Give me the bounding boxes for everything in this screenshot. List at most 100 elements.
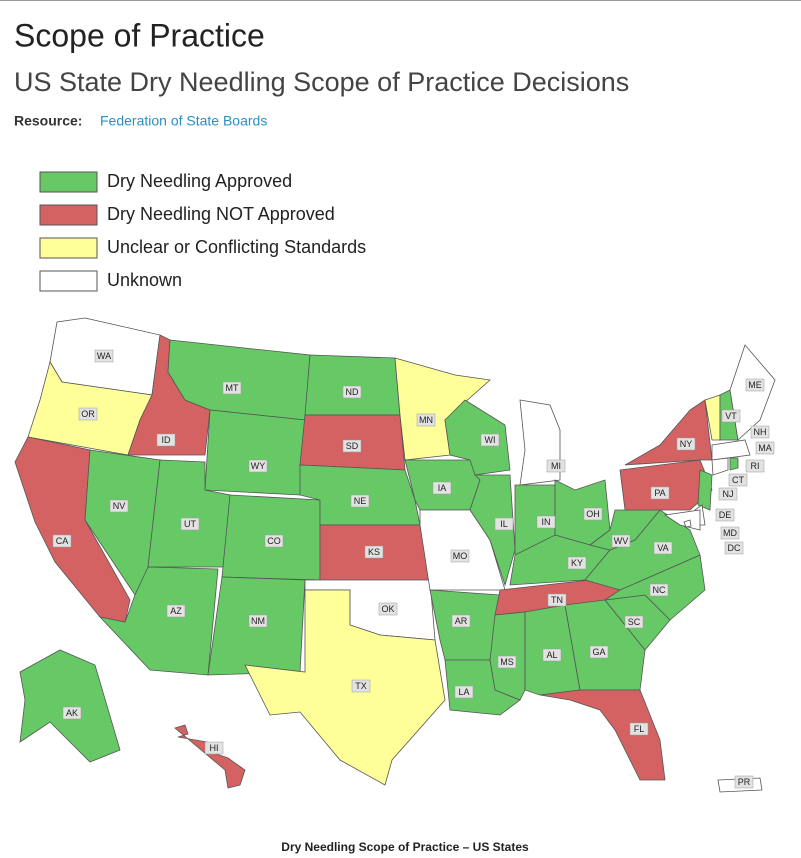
state-label: DE — [719, 510, 732, 520]
state — [729, 344, 776, 441]
state-label-chip — [653, 541, 673, 555]
state-label-chip — [718, 487, 738, 501]
state — [624, 399, 713, 466]
state-label-chip — [750, 425, 770, 439]
state-label: FL — [634, 724, 645, 734]
state-label-chip — [166, 604, 186, 618]
state-label: AL — [546, 650, 557, 660]
state — [697, 469, 713, 511]
state — [19, 649, 121, 763]
legend-label: Unknown — [107, 270, 182, 290]
state-label-chip — [351, 679, 371, 693]
state-label-chip — [204, 741, 224, 755]
state-label-chip — [342, 439, 362, 453]
state-label: VT — [725, 411, 737, 421]
state-label-chip — [52, 534, 72, 548]
state-label-chip — [546, 459, 566, 473]
state-label: UT — [184, 519, 196, 529]
state-label-chip — [583, 507, 603, 521]
state-label: NY — [680, 439, 693, 449]
state-label: TX — [355, 681, 367, 691]
state-label-chip — [567, 556, 587, 570]
state-label: PA — [654, 488, 665, 498]
state-label-chip — [156, 433, 176, 447]
state-label-chip — [650, 486, 670, 500]
legend-swatch — [39, 171, 98, 193]
state — [564, 599, 646, 691]
state-label: ID — [162, 435, 172, 445]
state-label: NH — [754, 427, 767, 437]
state — [204, 409, 306, 496]
state-label: LA — [458, 687, 469, 697]
state-label: IN — [542, 517, 551, 527]
state-label-chip — [451, 614, 471, 628]
state-label-chip — [629, 722, 649, 736]
legend-label: Dry Needling Approved — [107, 171, 292, 191]
state-label: ME — [748, 380, 762, 390]
state-label-chip — [62, 706, 82, 720]
state — [304, 354, 401, 416]
legend-label: Dry Needling NOT Approved — [107, 204, 335, 224]
state-label: VA — [657, 543, 668, 553]
state-label-chip — [454, 685, 474, 699]
state-label: SD — [346, 441, 359, 451]
state — [244, 589, 446, 786]
state-label-chip — [378, 602, 398, 616]
state-label: RI — [751, 461, 760, 471]
state-label: AK — [66, 708, 78, 718]
state-label-chip — [720, 526, 740, 540]
state-label-chip — [109, 499, 129, 513]
state-label-chip — [589, 645, 609, 659]
state — [711, 439, 751, 461]
legend-swatch — [39, 237, 98, 259]
state-label-chip — [721, 409, 741, 423]
state-label: MN — [419, 415, 433, 425]
state-label-chip — [728, 473, 748, 487]
state-label-chip — [542, 648, 562, 662]
state-label: ND — [346, 387, 359, 397]
state-label-chip — [494, 517, 514, 531]
state-label: AZ — [170, 606, 182, 616]
map: WA OR ID MT WY CA NV UT AZ CO NM ND SD NE KS OK TX MN IA MO… — [14, 317, 776, 793]
state-label-chip — [547, 593, 567, 607]
state — [711, 457, 729, 476]
state-label-chip — [78, 407, 98, 421]
state-label: IA — [438, 483, 447, 493]
state-label: WI — [485, 435, 496, 445]
state-label: IL — [500, 519, 508, 529]
state-label-chip — [734, 775, 754, 789]
legend-swatch — [39, 204, 98, 226]
state-label-chip — [480, 433, 500, 447]
state-label-chip — [724, 541, 744, 555]
state-label-chip — [180, 517, 200, 531]
state-label: WY — [251, 461, 266, 471]
state-label: PR — [738, 777, 751, 787]
state — [98, 566, 219, 676]
subtitle: US State Dry Needling Scope of Practice … — [14, 67, 629, 97]
state-label: WA — [97, 351, 111, 361]
state-label-chip — [432, 481, 452, 495]
state-label: NV — [113, 501, 126, 511]
state-label: DC — [728, 543, 741, 553]
state-label: OR — [81, 409, 95, 419]
resource-label: Resource: — [14, 113, 82, 129]
state-label: GA — [592, 647, 605, 657]
state-label: NM — [251, 616, 265, 626]
state-label: NC — [653, 585, 666, 595]
legend-label: Unclear or Conflicting Standards — [107, 237, 366, 257]
state-label-chip — [248, 614, 268, 628]
state-label: KY — [571, 558, 583, 568]
state-label-chip — [416, 413, 436, 427]
state-label-chip — [350, 494, 370, 508]
state-label: HI — [210, 743, 219, 753]
state-label-chip — [264, 534, 284, 548]
state-label: OH — [586, 509, 600, 519]
state-label-chip — [715, 508, 735, 522]
state-label: AR — [455, 616, 468, 626]
resource-link[interactable]: Federation of State Boards — [100, 113, 267, 129]
legend: Dry Needling Approved Dry Needling NOT Ap… — [39, 171, 366, 292]
state-label: CT — [732, 475, 744, 485]
state-label-chip — [536, 515, 556, 529]
state-label-chip — [649, 583, 669, 597]
